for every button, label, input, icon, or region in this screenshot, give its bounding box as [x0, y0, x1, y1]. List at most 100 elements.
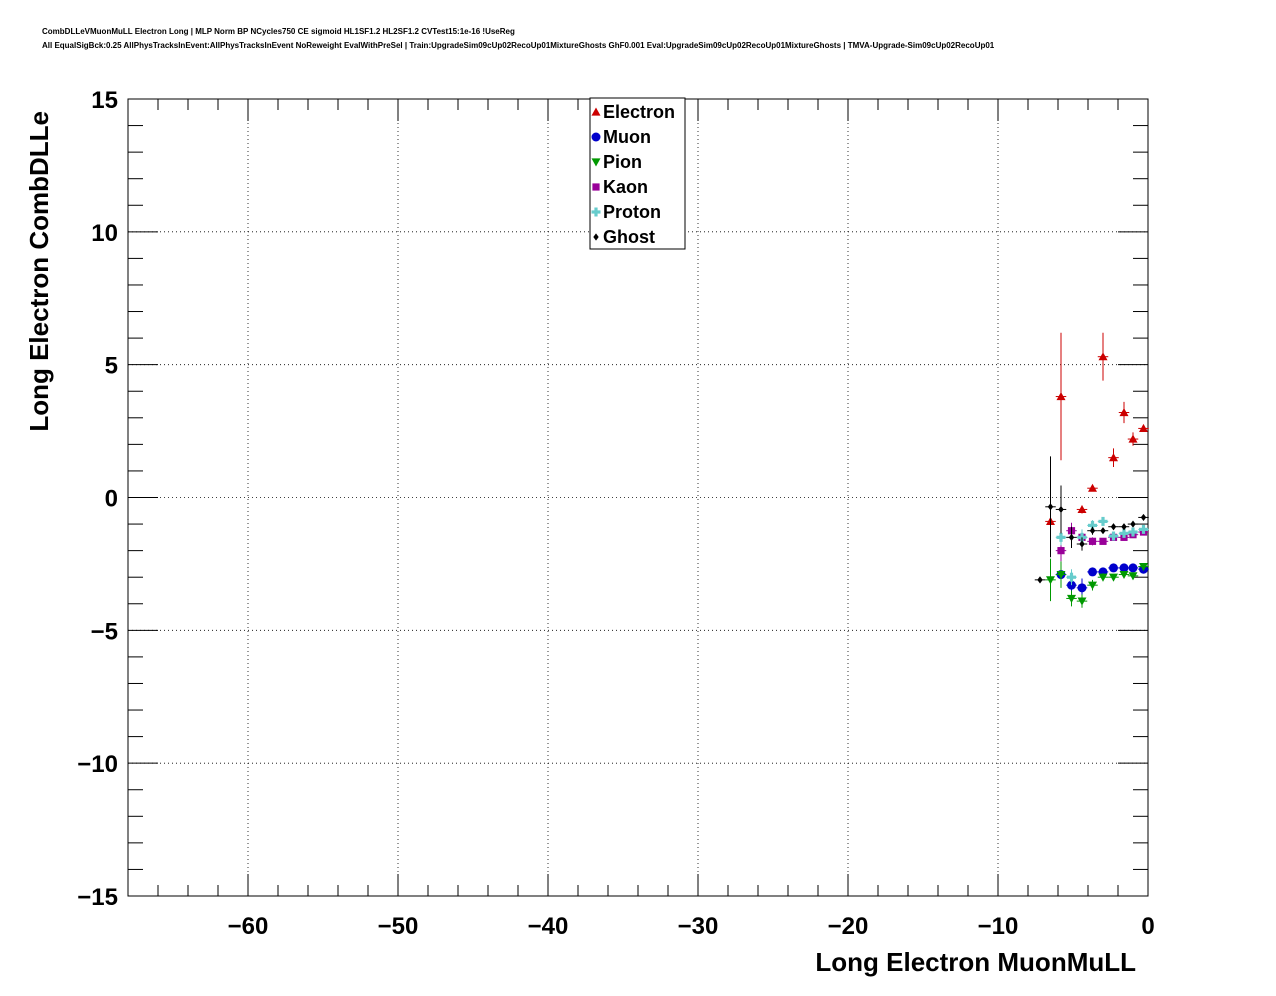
legend-marker-ghost [593, 233, 599, 241]
ghost-point [1045, 456, 1056, 558]
chart-title-line-2: All EqualSigBck:0.25 AllPhysTracksInEven… [42, 41, 995, 50]
proton-point [1108, 531, 1119, 541]
pion-series [1045, 558, 1149, 608]
legend-label-pion: Pion [603, 152, 642, 172]
y-tick-label: 0 [105, 486, 118, 513]
ghost-point [1138, 513, 1149, 522]
pion-point [1076, 594, 1088, 608]
ghost-marker [1089, 527, 1096, 535]
pion-point [1138, 562, 1149, 572]
pion-point [1118, 570, 1130, 580]
grid-lines [128, 99, 1148, 896]
pion-point [1097, 573, 1109, 582]
y-axis-title: Long Electron CombDLLe [24, 111, 54, 432]
proton-marker [1088, 520, 1097, 530]
ghost-point [1087, 526, 1098, 535]
pion-point [1108, 573, 1119, 582]
muon-marker [1088, 567, 1097, 577]
y-tick-label: −15 [77, 884, 118, 911]
pion-marker [1046, 576, 1055, 585]
pion-marker [1119, 570, 1129, 580]
ghost-marker [1068, 533, 1075, 541]
kaon-point [1087, 537, 1098, 546]
electron-marker [1119, 407, 1129, 417]
legend-label-proton: Proton [603, 202, 661, 222]
legend-marker-electron [591, 107, 601, 116]
proton-point [1066, 569, 1077, 586]
y-tick-label: 15 [91, 87, 118, 114]
pion-marker [1128, 572, 1138, 581]
x-tick-label: −20 [828, 913, 869, 940]
legend: Electron Muon Pion Kaon Proton Ghost [589, 97, 686, 250]
legend-label-kaon: Kaon [603, 177, 648, 197]
y-tick-label: −10 [77, 751, 118, 778]
legend-box [589, 97, 686, 250]
x-tick-label: −40 [528, 913, 569, 940]
muon-point [1127, 563, 1139, 573]
cross-bar-v [1141, 524, 1146, 534]
y-tick-label: 10 [91, 220, 118, 247]
electron-point [1097, 332, 1109, 381]
ghost-marker [1121, 523, 1127, 531]
x-tick-label: 0 [1141, 913, 1154, 940]
x-tick-label: −30 [678, 913, 719, 940]
muon-marker [1077, 583, 1087, 593]
ghost-point [1076, 537, 1088, 551]
muon-marker [1119, 563, 1129, 573]
legend-marker-kaon [592, 183, 600, 191]
electron-point [1127, 432, 1139, 446]
ghost-marker [1100, 527, 1106, 535]
ghost-marker [1058, 505, 1064, 514]
legend-entry-proton: Proton [591, 202, 661, 222]
proton-point [1127, 527, 1139, 537]
kaon-marker [1099, 537, 1107, 545]
electron-point [1108, 448, 1119, 467]
cross-bar-v [1131, 527, 1135, 537]
pion-point [1055, 561, 1067, 588]
muon-point [1076, 578, 1088, 598]
electron-point [1138, 423, 1149, 433]
axis-ticks [127, 98, 1149, 897]
legend-entry-kaon: Kaon [592, 177, 648, 197]
proton-marker [1098, 516, 1108, 526]
electron-point [1055, 332, 1067, 461]
legend-entry-pion: Pion [591, 152, 642, 172]
legend-label-muon: Muon [603, 127, 651, 147]
muon-point [1108, 563, 1119, 573]
legend-marker-muon [591, 132, 601, 142]
cross-bar-v [1111, 531, 1116, 541]
pion-marker [1077, 597, 1087, 606]
y-tick-label: 5 [105, 353, 118, 380]
legend-entry-electron: Electron [591, 102, 675, 122]
ghost-marker [1140, 513, 1147, 522]
proton-point [1118, 528, 1130, 538]
ghost-series [1034, 456, 1149, 584]
muon-point [1118, 563, 1130, 573]
electron-marker [1077, 504, 1087, 514]
ghost-marker [1079, 540, 1085, 548]
proton-marker [1056, 532, 1066, 542]
x-axis-title: Long Electron MuonMuLL [815, 947, 1136, 977]
pion-marker [1067, 594, 1076, 603]
muon-marker [1128, 563, 1138, 573]
data-points [1034, 332, 1149, 608]
electron-point [1076, 504, 1088, 514]
ghost-point [1097, 527, 1109, 535]
pion-marker [1056, 570, 1066, 580]
legend-entry-muon: Muon [591, 127, 651, 147]
proton-marker [1128, 527, 1138, 537]
proton-marker [1139, 524, 1148, 534]
cross-bar-v [1101, 516, 1105, 526]
legend-entry-ghost: Ghost [593, 227, 655, 247]
cross-bar-v [1069, 572, 1074, 582]
electron-marker [1056, 392, 1066, 401]
proton-point [1138, 524, 1149, 534]
pion-point [1066, 590, 1077, 607]
electron-point [1118, 401, 1130, 424]
electron-marker [1139, 423, 1148, 433]
chart-title-line-1: CombDLLeVMuonMuLL Electron Long | MLP No… [42, 27, 515, 36]
ghost-point [1034, 576, 1046, 584]
proton-marker [1067, 572, 1076, 582]
